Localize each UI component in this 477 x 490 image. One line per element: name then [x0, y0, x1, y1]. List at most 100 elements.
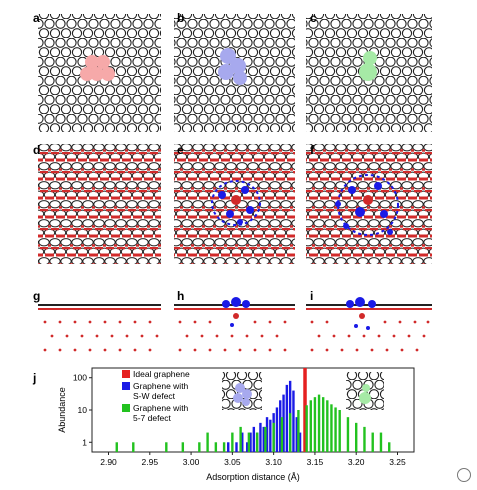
histogram-bar: [247, 432, 251, 452]
legend-swatch-57: [122, 404, 130, 412]
y-axis-ticks: 1 10 100: [73, 373, 92, 447]
histogram-bar: [298, 432, 302, 452]
histogram-bar: [227, 442, 230, 452]
histogram-bar: [222, 442, 226, 452]
legend-label-57: Graphene with 5-7 defect: [133, 403, 189, 423]
histogram-bar: [305, 405, 308, 452]
watermark-logo-icon: [457, 468, 471, 482]
defect-highlight-a: [80, 55, 115, 81]
histogram-bar: [269, 419, 272, 452]
histogram-bars: [115, 368, 391, 452]
panel-b: b: [174, 11, 295, 132]
side-atoms-g: [43, 320, 159, 352]
histogram-bar: [355, 422, 358, 452]
histogram-bar: [235, 442, 238, 452]
legend: Ideal graphene Graphene with S-W defect G…: [122, 369, 190, 423]
x-tick-label: 3.15: [307, 457, 324, 467]
histogram-bar: [262, 426, 265, 452]
histogram-bar: [309, 400, 312, 452]
x-tick-label: 3.10: [265, 457, 282, 467]
histogram-bar: [285, 384, 289, 452]
histogram-bar: [165, 442, 168, 452]
panel-j: j 2.90 2.95 3.00 3.05 3.10 3.15 3.20 3.25 1 10 10…: [32, 367, 415, 482]
defect-highlight-b: [218, 48, 247, 85]
histogram-bar: [346, 417, 350, 452]
histogram-bar: [317, 394, 321, 452]
histogram-bar: [371, 432, 374, 452]
defect-charge-e: [211, 180, 261, 226]
defect-charge-f: [335, 174, 399, 236]
side-atoms-h: [178, 320, 287, 352]
legend-label-sw: Graphene with S-W defect: [133, 381, 189, 401]
x-tick-label: 2.90: [100, 457, 117, 467]
histogram-bar: [249, 432, 252, 452]
histogram-bar: [288, 413, 292, 452]
x-axis-label: Adsorption distance (Å): [206, 472, 300, 482]
side-defect-h: [222, 297, 250, 327]
panel-label-j: j: [32, 371, 36, 385]
panel-label-d: d: [33, 143, 40, 157]
panel-d: d: [33, 143, 161, 264]
panel-e: e: [174, 143, 295, 264]
panel-f: f: [306, 143, 432, 264]
y-tick-label: 1: [82, 437, 87, 447]
panel-label-g: g: [33, 289, 40, 303]
defect-highlight-c: [359, 51, 377, 81]
panel-label-e: e: [177, 143, 184, 157]
histogram-bar: [326, 400, 329, 452]
histogram-bar: [321, 397, 325, 452]
inset-sw-lattice: [222, 372, 262, 410]
y-axis-label: Abundance: [57, 387, 67, 433]
inset-57-lattice: [346, 372, 384, 410]
histogram-bar: [198, 442, 201, 452]
panel-label-i: i: [310, 289, 313, 303]
histogram-bar: [252, 426, 256, 452]
histogram-bar: [239, 426, 242, 452]
histogram-bar: [280, 417, 284, 452]
panel-c: c: [306, 11, 432, 132]
histogram-bar: [279, 400, 282, 452]
histogram-bar: [206, 432, 209, 452]
side-defect-i: [346, 297, 376, 330]
legend-label-ideal: Ideal graphene: [133, 369, 190, 379]
histogram-bar: [272, 422, 275, 452]
panel-label-a: a: [33, 11, 40, 25]
side-atoms-i: [310, 320, 430, 352]
histogram-bar: [181, 442, 185, 452]
histogram-bar: [292, 390, 295, 452]
histogram-bar: [275, 407, 279, 452]
panel-h: h: [174, 289, 295, 352]
histogram-bar: [297, 410, 300, 452]
x-tick-label: 2.95: [142, 457, 159, 467]
histogram-bar: [313, 397, 317, 452]
panel-label-f: f: [310, 143, 315, 157]
histogram-bar: [264, 426, 267, 452]
histogram-bar: [330, 404, 333, 452]
histogram-bar: [363, 426, 366, 452]
panel-label-c: c: [310, 11, 317, 25]
y-tick-label: 100: [73, 373, 87, 383]
histogram-bar: [282, 394, 285, 452]
x-tick-label: 3.20: [348, 457, 365, 467]
x-tick-label: 3.00: [183, 457, 200, 467]
panel-label-b: b: [177, 11, 184, 25]
histogram-bar: [231, 432, 234, 452]
watermark: [457, 468, 471, 482]
x-tick-label: 3.25: [389, 457, 406, 467]
x-axis-ticks: 2.90 2.95 3.00 3.05 3.10 3.15 3.20 3.25: [100, 452, 406, 467]
x-tick-label: 3.05: [224, 457, 241, 467]
histogram-bar: [379, 432, 383, 452]
histogram-bar: [259, 422, 262, 452]
y-tick-label: 10: [78, 405, 88, 415]
histogram-bar: [115, 442, 118, 452]
charge-map-d: [38, 144, 161, 264]
panel-a: a: [33, 11, 161, 132]
histogram-bar: [265, 417, 269, 452]
panel-g: g: [33, 289, 161, 352]
histogram-bar: [255, 432, 259, 452]
histogram-bar: [303, 368, 307, 452]
histogram-bar: [132, 442, 135, 452]
histogram-bar: [246, 442, 249, 452]
panel-label-h: h: [177, 289, 184, 303]
